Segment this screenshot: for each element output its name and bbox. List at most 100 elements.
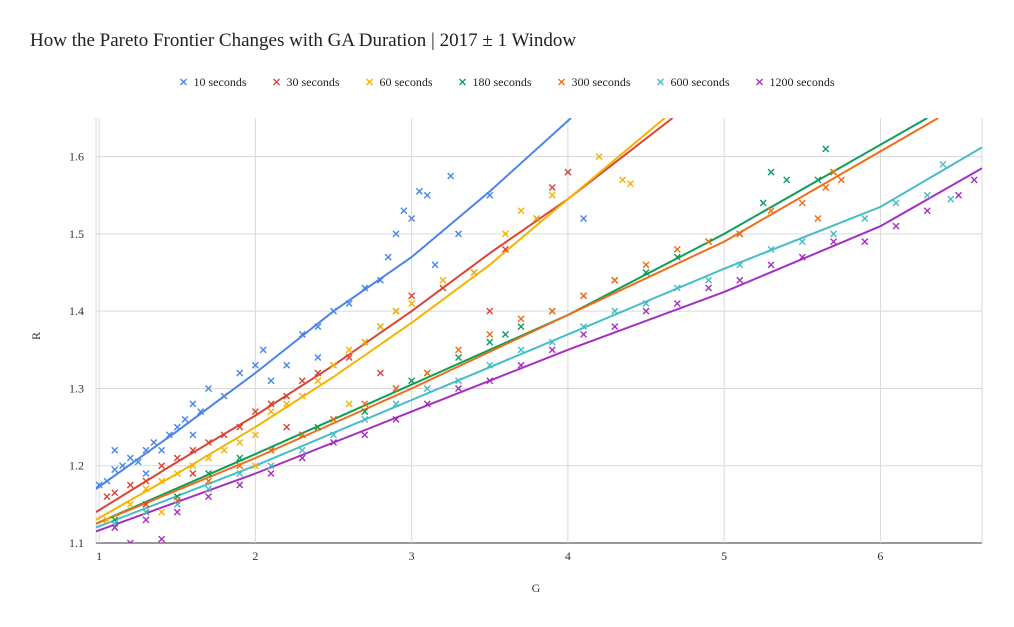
data-point-180-seconds xyxy=(314,423,322,431)
data-point-30-seconds xyxy=(314,369,322,377)
data-point-300-seconds xyxy=(330,415,338,423)
data-point-10-seconds xyxy=(298,330,306,338)
data-point-60-seconds xyxy=(103,516,111,524)
trend-line-600-seconds xyxy=(96,146,982,529)
data-point-10-seconds xyxy=(173,423,181,431)
data-point-10-seconds xyxy=(111,446,119,454)
data-point-10-seconds xyxy=(236,369,244,377)
data-point-60-seconds xyxy=(236,439,244,447)
data-point-1200-seconds xyxy=(455,384,463,392)
legend-item: 600 seconds xyxy=(657,75,730,89)
data-point-30-seconds xyxy=(236,423,244,431)
y-tick-label: 1.2 xyxy=(69,459,84,473)
data-point-30-seconds xyxy=(486,307,494,315)
data-point-1200-seconds xyxy=(673,299,681,307)
data-point-10-seconds xyxy=(150,439,158,447)
legend-label: 180 seconds xyxy=(473,75,532,89)
x-tick-label: 3 xyxy=(409,549,415,563)
data-point-300-seconds xyxy=(837,176,845,184)
data-point-600-seconds xyxy=(892,199,900,207)
y-tick-label: 1.3 xyxy=(69,381,84,395)
data-point-180-seconds xyxy=(783,176,791,184)
data-point-1200-seconds xyxy=(205,493,213,501)
data-point-300-seconds xyxy=(736,230,744,238)
data-point-30-seconds xyxy=(283,392,291,400)
data-point-1200-seconds xyxy=(173,508,181,516)
data-point-10-seconds xyxy=(431,261,439,269)
data-point-60-seconds xyxy=(345,400,353,408)
legend-marker xyxy=(459,78,466,86)
data-point-300-seconds xyxy=(298,431,306,439)
x-tick-label: 2 xyxy=(252,549,258,563)
y-axis-label: R xyxy=(29,332,43,340)
data-point-60-seconds xyxy=(517,207,525,215)
data-point-30-seconds xyxy=(298,377,306,385)
data-point-180-seconds xyxy=(205,469,213,477)
data-point-1200-seconds xyxy=(642,307,650,315)
data-point-10-seconds xyxy=(142,469,150,477)
data-point-300-seconds xyxy=(392,384,400,392)
data-point-180-seconds xyxy=(236,454,244,462)
data-point-600-seconds xyxy=(798,238,806,246)
data-point-300-seconds xyxy=(611,276,619,284)
data-point-1200-seconds xyxy=(236,481,244,489)
data-point-1200-seconds xyxy=(611,323,619,331)
data-point-600-seconds xyxy=(580,323,588,331)
data-point-30-seconds xyxy=(267,400,275,408)
data-point-10-seconds xyxy=(259,346,267,354)
data-point-1200-seconds xyxy=(330,439,338,447)
data-point-10-seconds xyxy=(267,377,275,385)
data-point-1200-seconds xyxy=(548,346,556,354)
data-point-60-seconds xyxy=(173,469,181,477)
legend-item: 1200 seconds xyxy=(756,75,835,89)
data-point-300-seconds xyxy=(580,292,588,300)
data-point-10-seconds xyxy=(408,214,416,222)
data-point-1200-seconds xyxy=(580,330,588,338)
data-point-600-seconds xyxy=(947,195,955,203)
data-point-30-seconds xyxy=(142,500,150,508)
data-point-10-seconds xyxy=(415,187,423,195)
data-point-30-seconds xyxy=(189,446,197,454)
x-axis-label: G xyxy=(532,581,541,595)
legend-item: 10 seconds xyxy=(180,75,247,89)
data-point-30-seconds xyxy=(220,431,228,439)
data-point-10-seconds xyxy=(119,462,127,470)
tick-labels: 1.1 1.2 1.3 1.4 1.5 1.6 1 2 3 4 5 6 xyxy=(69,150,883,563)
data-point-600-seconds xyxy=(517,346,525,354)
data-point-600-seconds xyxy=(267,462,275,470)
chart-title: How the Pareto Frontier Changes with GA … xyxy=(30,30,577,51)
data-point-600-seconds xyxy=(642,299,650,307)
trend-line-1200-seconds xyxy=(96,167,982,533)
y-tick-label: 1.4 xyxy=(69,304,84,318)
data-point-300-seconds xyxy=(705,238,713,246)
trend-line-300-seconds xyxy=(96,118,939,525)
data-point-10-seconds xyxy=(486,191,494,199)
data-point-1200-seconds xyxy=(392,415,400,423)
data-point-1200-seconds xyxy=(423,400,431,408)
data-point-30-seconds xyxy=(564,168,572,176)
data-point-1200-seconds xyxy=(830,238,838,246)
data-point-600-seconds xyxy=(767,245,775,253)
data-point-1200-seconds xyxy=(517,361,525,369)
data-point-10-seconds xyxy=(376,276,384,284)
data-point-30-seconds xyxy=(345,354,353,362)
data-point-10-seconds xyxy=(345,299,353,307)
legend-item: 300 seconds xyxy=(558,75,631,89)
data-point-30-seconds xyxy=(439,284,447,292)
legend-item: 30 seconds xyxy=(273,75,340,89)
data-point-10-seconds xyxy=(189,400,197,408)
data-point-300-seconds xyxy=(814,214,822,222)
data-point-300-seconds xyxy=(236,462,244,470)
data-point-1200-seconds xyxy=(111,524,119,532)
legend-marker xyxy=(180,78,187,86)
data-point-10-seconds xyxy=(220,392,228,400)
data-point-10-seconds xyxy=(111,466,119,474)
data-point-10-seconds xyxy=(384,253,392,261)
data-point-10-seconds xyxy=(251,361,259,369)
data-point-60-seconds xyxy=(626,180,634,188)
data-point-60-seconds xyxy=(361,338,369,346)
data-point-10-seconds xyxy=(447,172,455,180)
data-point-1200-seconds xyxy=(923,207,931,215)
data-point-300-seconds xyxy=(423,369,431,377)
